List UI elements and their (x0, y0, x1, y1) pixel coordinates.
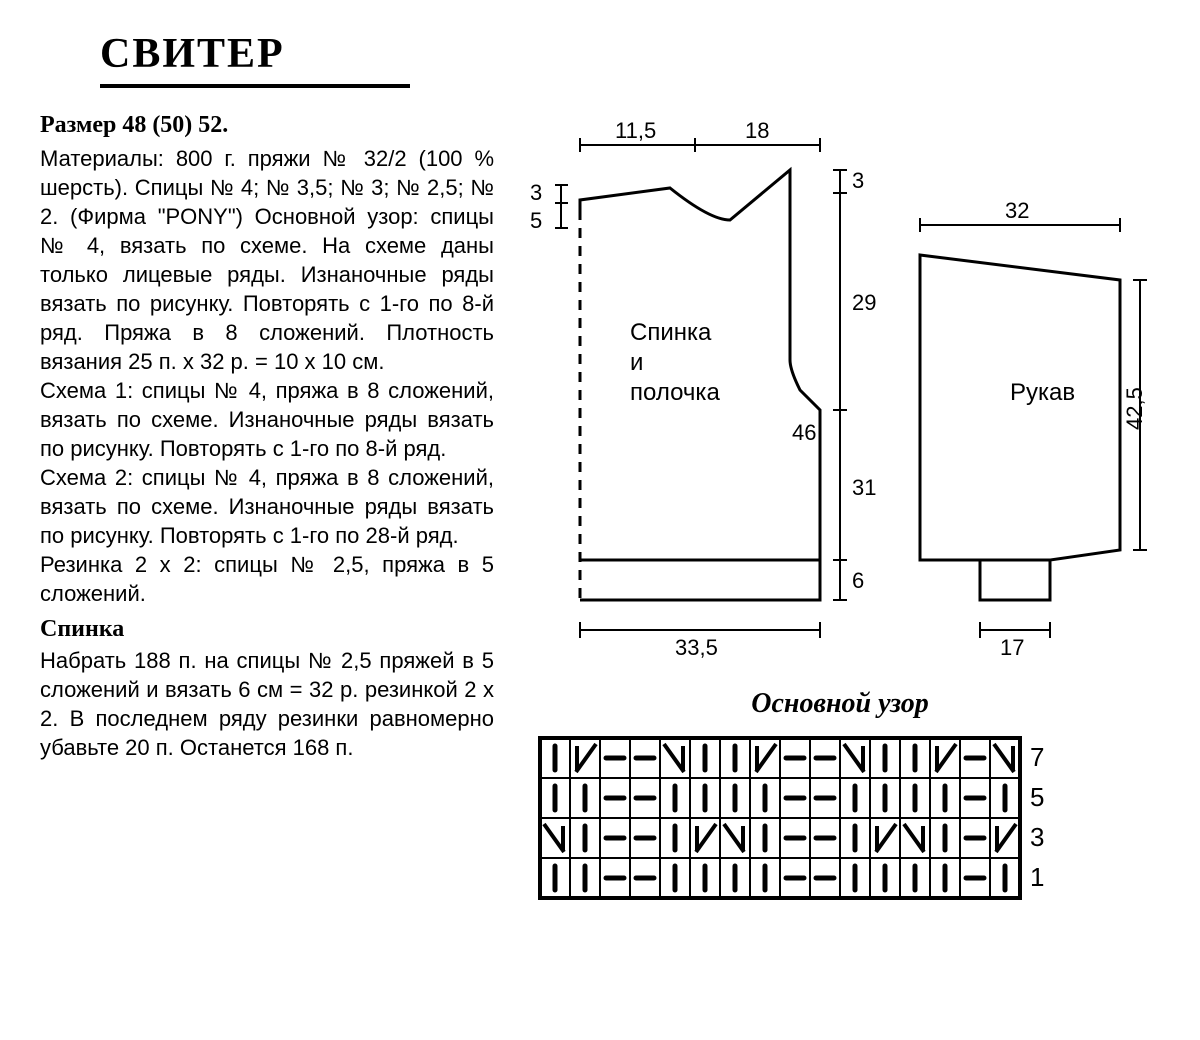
page-title: СВИТЕР (100, 30, 1160, 78)
diagrams-column: 11,5 18 3 5 3 29 31 (520, 110, 1160, 918)
dim-rib: 6 (852, 568, 864, 593)
instructions-column: Размер 48 (50) 52. Материалы: 800 г. пря… (40, 110, 494, 918)
back-heading: Спинка (40, 614, 494, 646)
svg-text:Спинка: Спинка (630, 319, 712, 346)
content-columns: Размер 48 (50) 52. Материалы: 800 г. пря… (40, 110, 1160, 918)
dim-side: 31 (852, 475, 876, 500)
sleeve-label: Рукав (1010, 379, 1075, 406)
dim-shoulder: 3 (852, 168, 864, 193)
schematic-svg: 11,5 18 3 5 3 29 31 (520, 110, 1160, 670)
svg-text:1: 1 (1030, 862, 1044, 892)
dim-neck-a: 3 (530, 180, 542, 205)
back-text: Набрать 188 п. на спицы № 2,5 пряжей в 5… (40, 646, 494, 762)
body-text: Материалы: 800 г. пряжи № 32/2 (100 % ше… (40, 144, 494, 609)
dim-sleeve-top: 32 (1005, 198, 1029, 223)
svg-text:полочка: полочка (630, 379, 720, 406)
title-rule (100, 84, 410, 88)
stitch-chart: 7 5 3 1 (520, 728, 1160, 918)
dim-neck-b: 5 (530, 208, 542, 233)
dim-top-left: 11,5 (615, 118, 656, 143)
svg-text:3: 3 (1030, 822, 1044, 852)
dim-cuff-w: 17 (1000, 635, 1024, 660)
svg-text:7: 7 (1030, 742, 1044, 772)
dim-sleeve-h: 42,5 (1122, 387, 1147, 430)
dim-bottom-w: 33,5 (675, 635, 718, 660)
dim-total-h: 46 (792, 420, 816, 445)
chart-title: Основной узор (520, 688, 1160, 720)
sizes-line: Размер 48 (50) 52. (40, 110, 494, 142)
svg-text:и: и (630, 349, 643, 376)
dim-armhole: 29 (852, 290, 876, 315)
dim-top-right: 18 (745, 118, 769, 143)
svg-text:5: 5 (1030, 782, 1044, 812)
